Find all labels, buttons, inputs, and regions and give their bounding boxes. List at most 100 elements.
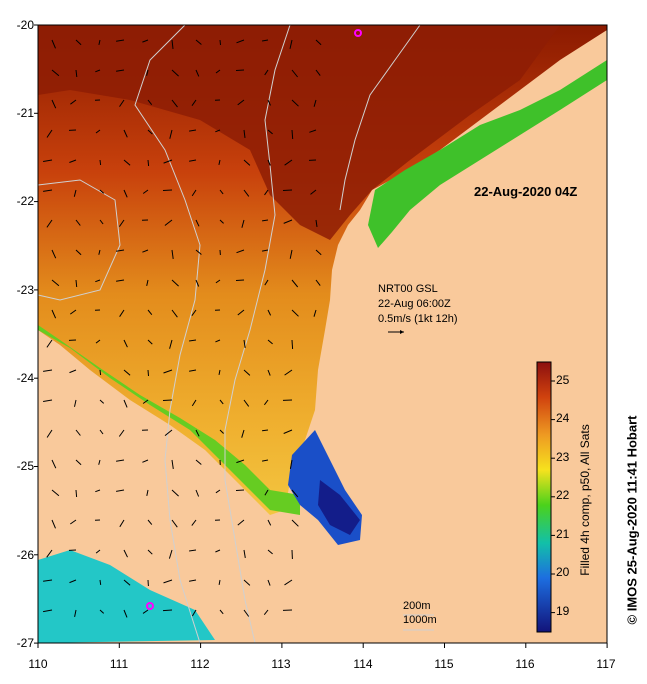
current-vector <box>142 399 149 404</box>
current-vector <box>119 519 125 528</box>
current-vector <box>51 309 57 319</box>
current-vector <box>235 489 245 491</box>
current-product-label: NRT00 GSL <box>378 283 438 295</box>
current-vector <box>191 519 197 526</box>
current-vector <box>267 159 271 166</box>
current-vector <box>171 489 179 497</box>
current-vector <box>123 399 128 408</box>
current-vector <box>243 159 251 166</box>
colorbar-tick-label: 20 <box>556 565 570 579</box>
current-vector <box>99 609 105 614</box>
current-vector <box>291 519 299 527</box>
lat-label: -24 <box>16 371 34 385</box>
current-vector <box>98 459 101 465</box>
current-vector <box>219 189 224 195</box>
current-vector <box>118 219 125 227</box>
current-vector <box>267 549 273 555</box>
current-vector <box>43 369 53 372</box>
lon-label: 110 <box>28 657 48 671</box>
current-vector <box>43 399 53 402</box>
current-vector <box>75 219 81 226</box>
colorbar <box>536 361 552 633</box>
lat-label: -20 <box>16 18 34 32</box>
current-vector <box>219 609 224 615</box>
sst-cyan-patch <box>38 550 215 643</box>
current-vector <box>291 339 294 350</box>
current-vector <box>191 189 197 197</box>
lon-label: 117 <box>596 657 616 671</box>
current-vector <box>237 99 245 106</box>
current-vector <box>123 369 131 376</box>
current-vector <box>267 519 272 526</box>
current-vector <box>116 459 125 462</box>
current-vector <box>43 189 53 192</box>
current-vector <box>189 579 197 582</box>
current-vector <box>267 99 271 106</box>
current-time-label: 22-Aug 06:00Z <box>378 298 451 310</box>
lon-label: 111 <box>109 657 129 671</box>
current-vector <box>119 99 125 107</box>
current-vector <box>263 609 269 616</box>
current-vector <box>267 309 272 316</box>
current-vector <box>218 369 221 375</box>
current-vector <box>191 309 197 316</box>
current-vector <box>195 39 202 45</box>
current-scale-label: 0.5m/s (1kt 12h) <box>378 313 458 325</box>
current-vector <box>191 609 197 617</box>
lat-label: -23 <box>16 283 34 297</box>
current-vector <box>95 339 101 344</box>
current-vector <box>195 219 200 227</box>
current-vector <box>291 69 298 78</box>
current-vector <box>51 489 60 497</box>
current-vector <box>189 129 197 132</box>
lat-label: -26 <box>16 548 34 562</box>
lon-label: 114 <box>353 657 373 671</box>
current-vector <box>291 489 299 498</box>
current-vector <box>169 339 173 349</box>
current-vector <box>116 39 125 42</box>
current-scale-arrowhead <box>400 330 404 334</box>
current-vector <box>264 189 269 196</box>
current-vector <box>70 99 77 105</box>
current-vector <box>119 309 125 317</box>
sst-warm-core <box>38 25 560 240</box>
current-vector <box>243 579 251 586</box>
lon-label: 116 <box>515 657 535 671</box>
current-vector <box>243 339 246 348</box>
current-vector <box>43 159 53 162</box>
sst-green-band-north <box>368 60 607 248</box>
current-vector <box>51 39 56 49</box>
current-vector <box>241 219 245 228</box>
current-vector <box>215 549 221 553</box>
current-vector <box>51 99 57 109</box>
current-vector <box>284 579 293 586</box>
current-vector <box>171 39 174 49</box>
current-vector <box>264 489 269 496</box>
current-vector <box>142 609 149 614</box>
current-vector <box>236 459 245 464</box>
current-vector <box>146 279 149 287</box>
map-title: 22-Aug-2020 04Z <box>474 184 578 199</box>
current-vector <box>243 609 250 617</box>
current-vector <box>51 249 57 259</box>
current-vector <box>43 609 53 613</box>
current-vector <box>95 549 101 554</box>
current-vector <box>215 339 221 343</box>
current-vector <box>98 39 101 46</box>
current-vector <box>147 549 153 555</box>
current-vector <box>171 459 174 469</box>
isobath-contours <box>37 24 421 644</box>
current-vector <box>46 339 53 348</box>
current-vectors <box>43 39 322 618</box>
current-vector <box>195 69 200 77</box>
current-vector <box>315 39 322 46</box>
current-vector <box>51 519 56 529</box>
current-vector <box>243 129 246 138</box>
current-vector <box>70 519 77 525</box>
colorbar-tick-label: 25 <box>556 373 570 387</box>
current-vector <box>123 339 128 348</box>
current-vector <box>236 249 245 254</box>
current-vector <box>116 279 125 282</box>
current-vector <box>46 129 53 138</box>
current-vector <box>142 249 149 253</box>
